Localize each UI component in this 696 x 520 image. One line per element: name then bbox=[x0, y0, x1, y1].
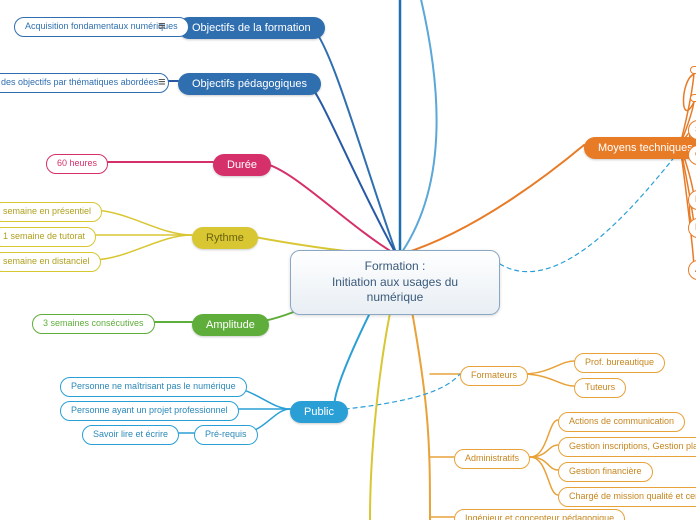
leaf-moyens-partial-4[interactable]: O bbox=[688, 145, 696, 165]
leaf-objectifs-thematiques[interactable]: des objectifs par thématiques abordées bbox=[0, 73, 169, 93]
leaf-moyens-partial-7[interactable]: A bbox=[688, 260, 696, 280]
branch-moyens-techniques[interactable]: Moyens techniques bbox=[584, 137, 696, 159]
leaf-moyens-partial-5[interactable]: L bbox=[688, 190, 696, 210]
node-ingenieur[interactable]: Ingénieur et concepteur pédagogique bbox=[454, 509, 625, 520]
leaf-projet-pro[interactable]: Personne ayant un projet professionnel bbox=[60, 401, 239, 421]
leaf-prerequis[interactable]: Pré-requis bbox=[194, 425, 258, 445]
branch-objectifs-pedagogiques[interactable]: Objectifs pédagogiques bbox=[178, 73, 321, 95]
leaf-60-heures[interactable]: 60 heures bbox=[46, 154, 108, 174]
leaf-tuteurs[interactable]: Tuteurs bbox=[574, 378, 626, 398]
leaf-moyens-partial-6[interactable]: M bbox=[688, 218, 696, 238]
leaf-tutorat[interactable]: 1 semaine de tutorat bbox=[0, 227, 96, 247]
branch-public[interactable]: Public bbox=[290, 401, 348, 423]
leaf-gestion-inscriptions[interactable]: Gestion inscriptions, Gestion planning e… bbox=[558, 437, 696, 457]
center-node[interactable]: Formation : Initiation aux usages du num… bbox=[290, 250, 500, 315]
branch-duree[interactable]: Durée bbox=[213, 154, 271, 176]
leaf-moyens-partial-2[interactable] bbox=[690, 94, 696, 102]
leaf-actions-comm[interactable]: Actions de communication bbox=[558, 412, 685, 432]
leaf-qualiopi[interactable]: Chargé de mission qualité et certificati… bbox=[558, 487, 696, 507]
node-formateurs[interactable]: Formateurs bbox=[460, 366, 528, 386]
leaf-moyens-partial-1[interactable] bbox=[690, 66, 696, 74]
center-line2: Initiation aux usages du numérique bbox=[309, 275, 481, 306]
leaf-lire-ecrire[interactable]: Savoir lire et écrire bbox=[82, 425, 179, 445]
leaf-presentiel[interactable]: semaine en présentiel bbox=[0, 202, 102, 222]
hamburger-icon: ≡ bbox=[158, 18, 166, 33]
leaf-3-semaines[interactable]: 3 semaines consécutives bbox=[32, 314, 155, 334]
branch-amplitude[interactable]: Amplitude bbox=[192, 314, 269, 336]
branch-rythme[interactable]: Rythme bbox=[192, 227, 258, 249]
leaf-non-maitrise[interactable]: Personne ne maîtrisant pas le numérique bbox=[60, 377, 247, 397]
leaf-distanciel[interactable]: semaine en distanciel bbox=[0, 252, 101, 272]
center-line1: Formation : bbox=[309, 259, 481, 275]
leaf-prof-bureautique[interactable]: Prof. bureautique bbox=[574, 353, 665, 373]
node-administratifs[interactable]: Administratifs bbox=[454, 449, 530, 469]
hamburger-icon: ≡ bbox=[158, 74, 166, 89]
branch-objectifs-formation[interactable]: Objectifs de la formation bbox=[178, 17, 325, 39]
leaf-gestion-financiere[interactable]: Gestion financière bbox=[558, 462, 653, 482]
